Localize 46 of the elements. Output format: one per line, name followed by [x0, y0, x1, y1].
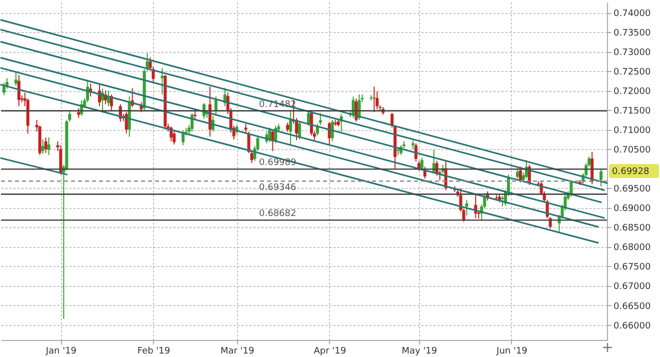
candlestick [289, 110, 292, 146]
y-tick-label: 0.68500 [614, 224, 651, 234]
x-tick-label: May '19 [402, 346, 438, 356]
y-tick-label: 0.70500 [614, 146, 651, 156]
candlestick [306, 110, 310, 126]
candlestick [41, 138, 44, 154]
y-tick-label: 0.71500 [614, 106, 651, 117]
candlestick [47, 136, 50, 156]
x-tick-label: Feb '19 [137, 346, 170, 356]
ref-line-label: 0.69346 [259, 183, 296, 194]
candlestick [17, 74, 20, 107]
x-tick-label: Apr '19 [314, 346, 346, 356]
y-tick-label: 0.67500 [614, 262, 651, 273]
candlestick [414, 142, 418, 162]
y-tick-label: 0.73000 [614, 48, 651, 58]
candlestick [518, 166, 522, 183]
y-tick-label: 0.67000 [614, 282, 651, 292]
candlestick [298, 121, 302, 140]
candlestick [59, 144, 62, 176]
y-tick-label: 0.73500 [614, 28, 651, 39]
x-tick-label: Jan '19 [44, 346, 77, 356]
candlestick [516, 168, 519, 179]
candlestick [465, 199, 468, 216]
candlestick [44, 136, 48, 154]
candlestick [2, 82, 6, 96]
y-tick-label: 0.69000 [614, 204, 651, 214]
y-tick-label: 0.74000 [614, 9, 651, 20]
y-tick-label: 0.66500 [614, 302, 651, 312]
y-tick-label: 0.72500 [614, 68, 651, 78]
candlestick [214, 96, 218, 115]
y-tick-label: 0.69500 [614, 184, 651, 195]
x-tick-label: Mar '19 [220, 346, 254, 356]
ref-line-label: 0.68682 [259, 209, 296, 220]
y-tick-label: 0.68000 [614, 243, 651, 254]
x-tick-label: Jun '19 [496, 346, 528, 356]
ref-line-label: 0.69989 [259, 158, 296, 168]
candlestick [14, 70, 18, 86]
y-tick-label: 0.71000 [614, 126, 651, 136]
candlestick [77, 108, 80, 118]
candlestick [372, 86, 376, 113]
candlestick [600, 168, 603, 188]
candlestick [417, 160, 420, 172]
candlestick [376, 90, 379, 110]
text: 0.69928 [612, 167, 650, 177]
y-tick-label: 0.66000 [614, 321, 651, 332]
y-tick-label: 0.72000 [614, 87, 651, 98]
